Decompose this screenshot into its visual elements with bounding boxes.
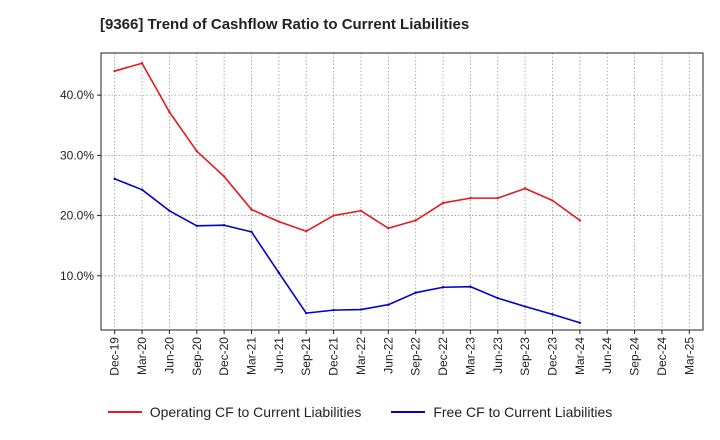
data-point (250, 230, 253, 234)
data-point (469, 196, 472, 200)
x-tick-label: Mar-21 (245, 337, 259, 375)
data-point (359, 308, 363, 311)
x-tick-label: Jun-20 (162, 337, 176, 374)
legend-swatch-free-cf (391, 411, 426, 413)
x-tick-label: Mar-22 (354, 337, 368, 375)
data-point (551, 313, 554, 316)
x-tick-label: Dec-24 (655, 337, 669, 376)
legend-label-free-cf: Free CF to Current Liabilities (433, 404, 613, 420)
x-tick-label: Dec-22 (436, 337, 450, 376)
x-tick-label: Mar-24 (573, 337, 587, 375)
y-tick-label: 10.0% (60, 269, 94, 283)
x-tick-label: Sep-20 (190, 337, 204, 376)
x-tick-label: Jun-21 (272, 337, 286, 374)
data-point (250, 208, 253, 211)
x-tick-label: Dec-19 (108, 337, 122, 376)
x-tick-label: Sep-21 (299, 337, 313, 376)
data-point (140, 62, 144, 65)
data-point (441, 286, 445, 289)
x-tick-label: Sep-23 (518, 337, 532, 376)
data-point (387, 303, 390, 306)
y-tick-label: 30.0% (60, 148, 94, 162)
legend-swatch-operating-cf (107, 411, 142, 413)
x-tick-label: Jun-24 (600, 337, 614, 374)
legend-item-operating-cf[interactable]: Operating CF to Current Liabilities (107, 404, 362, 420)
x-tick-label: Jun-22 (381, 337, 395, 374)
x-tick-label: Mar-20 (135, 337, 149, 375)
data-point (140, 188, 144, 191)
data-point (469, 285, 472, 288)
data-point (359, 209, 363, 212)
data-point (332, 308, 335, 312)
grid (101, 53, 703, 330)
data-point (305, 311, 308, 315)
data-point (387, 227, 390, 230)
plot-frame (100, 52, 704, 331)
data-point (414, 219, 417, 222)
series-line-free-cf (114, 178, 581, 324)
data-point (195, 224, 198, 228)
series-lines (113, 62, 582, 324)
data-point (332, 214, 335, 217)
legend-label-operating-cf: Operating CF to Current Liabilities (149, 404, 362, 420)
chart-title: [9366] Trend of Cashflow Ratio to Curren… (100, 16, 470, 33)
data-point (441, 201, 445, 205)
data-point (305, 230, 308, 233)
data-point (222, 175, 226, 178)
data-point (414, 291, 417, 294)
x-tick-label: Mar-25 (682, 337, 696, 375)
y-tick-label: 40.0% (60, 88, 94, 102)
data-point (113, 177, 116, 181)
data-point (168, 209, 171, 212)
data-point (222, 224, 226, 227)
data-point (551, 199, 554, 202)
data-point (578, 321, 582, 324)
data-point (277, 220, 281, 223)
legend-item-free-cf[interactable]: Free CF to Current Liabilities (391, 404, 612, 420)
data-point (496, 296, 499, 300)
x-axis: Dec-19 Mar-20 Jun-20 Sep-20 Dec-20 Mar-21 Jun-… (108, 330, 696, 376)
x-tick-label: Dec-23 (546, 337, 560, 376)
y-tick-label: 20.0% (60, 209, 94, 223)
data-point (195, 149, 198, 153)
data-point (523, 187, 527, 190)
series-line-operating-cf (114, 62, 581, 233)
data-point (578, 219, 582, 222)
data-point (523, 305, 527, 308)
x-tick-label: Sep-22 (409, 337, 423, 376)
data-point (496, 196, 499, 200)
x-tick-label: Jun-23 (491, 337, 505, 374)
x-tick-label: Dec-21 (327, 337, 341, 376)
data-point (277, 271, 281, 274)
data-point (168, 110, 171, 114)
data-point (113, 69, 116, 73)
legend: Operating CF to Current Liabilities Free… (0, 404, 720, 420)
x-tick-label: Mar-23 (463, 337, 477, 375)
x-tick-label: Dec-20 (217, 337, 231, 376)
x-tick-label: Sep-24 (628, 337, 642, 376)
y-axis: 10.0% 20.0% 30.0% 40.0% (60, 88, 101, 283)
